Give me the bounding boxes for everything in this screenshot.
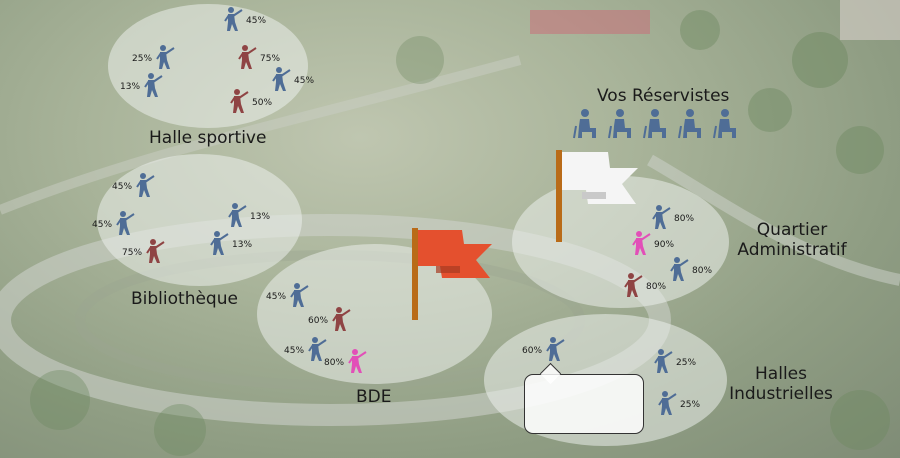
zone-halle-sportive[interactable] [108,4,308,128]
zone-label-halles-industrielles: Halles Industrielles [728,364,834,404]
soldier-icon [134,172,156,202]
unit-soldier[interactable]: 13% [208,230,252,260]
soldier-icon [622,272,644,302]
soldier-icon [306,336,328,366]
unit-soldier[interactable]: 45% [112,172,156,202]
soldier-icon [346,348,368,378]
unit-strength: 13% [120,82,141,92]
unit-soldier[interactable]: 45% [284,336,328,366]
reservist-sitting-icon[interactable] [570,108,598,140]
unit-soldier[interactable]: 75% [122,238,166,268]
unit-strength: 45% [284,346,305,356]
unit-strength: 60% [308,316,329,326]
tooltip-popup [524,374,644,434]
soldier-icon [288,282,310,312]
reservist-sitting-icon[interactable] [640,108,668,140]
soldier-icon [236,44,258,74]
unit-soldier[interactable]: 45% [92,210,136,240]
unit-soldier[interactable]: 80% [622,272,666,302]
unit-soldier[interactable]: 25% [132,44,176,74]
soldier-icon [668,256,690,286]
unit-soldier[interactable]: 80% [650,204,694,234]
zone-label-bde: BDE [356,387,392,407]
reservist-sitting-icon[interactable] [605,108,633,140]
unit-soldier[interactable]: 45% [222,6,266,36]
soldier-icon [650,204,672,234]
unit-strength: 25% [132,54,153,64]
soldier-icon [330,306,352,336]
soldier-icon [226,202,248,232]
unit-strength: 13% [232,240,253,250]
unit-strength: 45% [294,76,315,86]
unit-strength: 45% [246,16,267,26]
unit-strength: 50% [252,98,273,108]
soldier-icon [228,88,250,118]
soldier-icon [630,230,652,260]
soldier-icon [652,348,674,378]
unit-strength: 75% [260,54,281,64]
reserves-title: Vos Réservistes [597,86,730,106]
unit-strength: 25% [680,400,701,410]
zone-label-bibliotheque: Bibliothèque [131,289,238,309]
white-flag-icon[interactable] [552,148,640,244]
soldier-icon [142,72,164,102]
unit-soldier[interactable]: 75% [236,44,280,74]
zone-label-quartier-administratif: Quartier Administratif [728,220,856,260]
zone-label-halle-sportive: Halle sportive [149,128,267,148]
soldier-icon [154,44,176,74]
label-line: Industrielles [729,384,833,404]
unit-strength: 80% [674,214,695,224]
label-line: Administratif [737,240,847,260]
soldier-icon [114,210,136,240]
unit-strength: 90% [654,240,675,250]
soldier-icon [656,390,678,420]
unit-soldier[interactable]: 60% [522,336,566,366]
unit-strength: 45% [112,182,133,192]
unit-soldier[interactable]: 80% [324,348,368,378]
unit-strength: 60% [522,346,543,356]
zone-bibliotheque[interactable] [97,154,302,286]
soldier-icon [144,238,166,268]
label-line: Quartier [756,220,828,240]
unit-strength: 75% [122,248,143,258]
red-flag-icon[interactable] [408,226,494,322]
unit-soldier[interactable]: 25% [656,390,700,420]
unit-soldier[interactable]: 45% [270,66,314,96]
soldier-icon [270,66,292,96]
soldier-icon [222,6,244,36]
unit-strength: 25% [676,358,697,368]
unit-soldier[interactable]: 90% [630,230,674,260]
unit-soldier[interactable]: 45% [266,282,310,312]
unit-soldier[interactable]: 13% [120,72,164,102]
unit-soldier[interactable]: 50% [228,88,272,118]
soldier-icon [544,336,566,366]
unit-strength: 80% [324,358,345,368]
unit-strength: 80% [646,282,667,292]
unit-soldier[interactable]: 60% [308,306,352,336]
unit-soldier[interactable]: 13% [226,202,270,232]
unit-strength: 45% [92,220,113,230]
label-line: Halles [755,364,807,384]
unit-strength: 45% [266,292,287,302]
unit-soldier[interactable]: 80% [668,256,712,286]
unit-soldier[interactable]: 25% [652,348,696,378]
reservist-sitting-icon[interactable] [710,108,738,140]
unit-strength: 13% [250,212,271,222]
reservist-sitting-icon[interactable] [675,108,703,140]
soldier-icon [208,230,230,260]
unit-strength: 80% [692,266,713,276]
